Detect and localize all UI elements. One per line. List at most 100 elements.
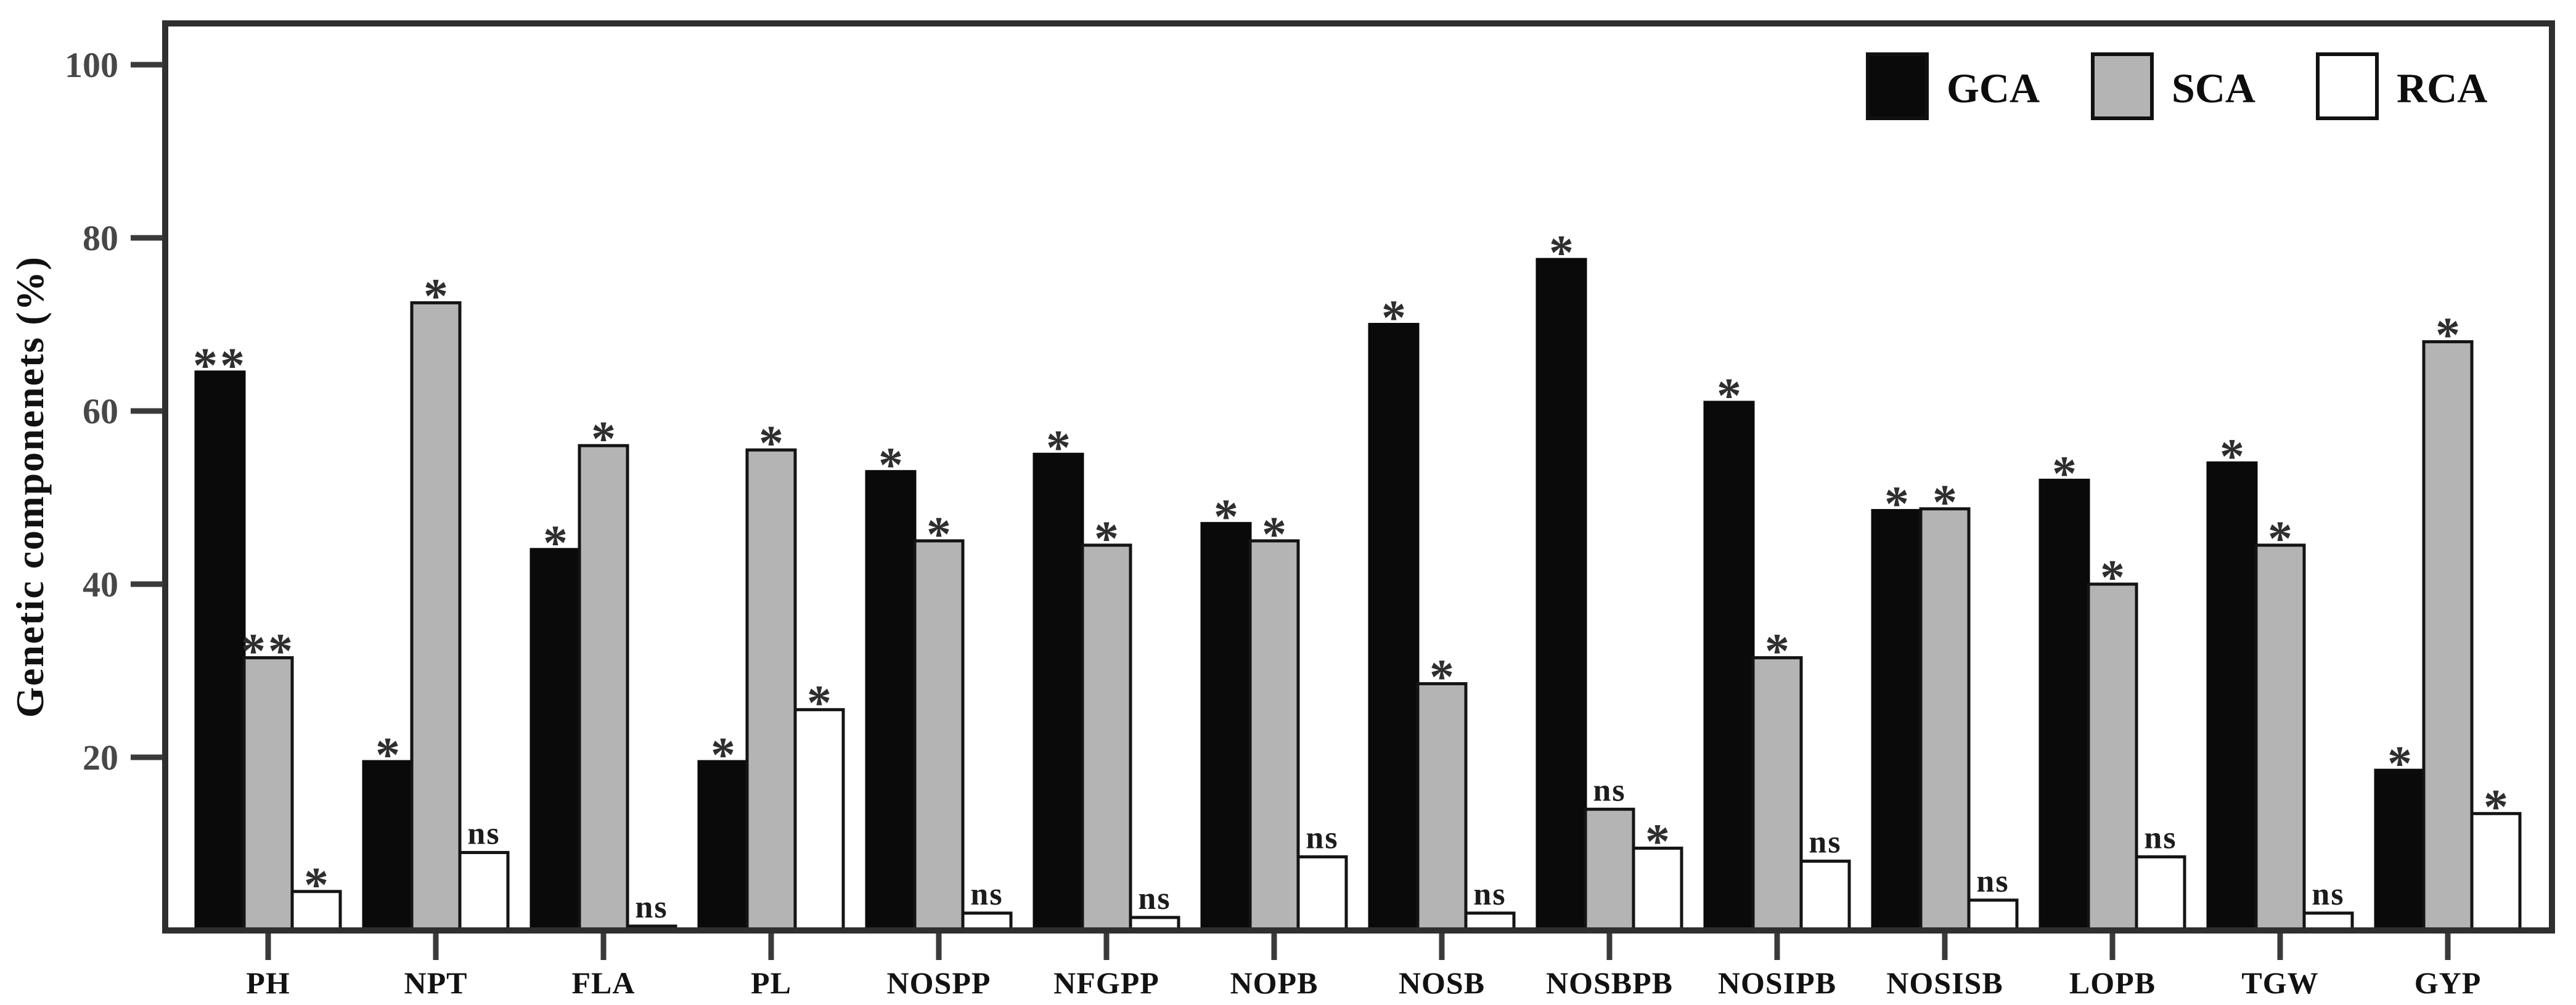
sig-marker-nfgpp-sca: * <box>1094 512 1119 566</box>
sig-marker-nosisb-gca: * <box>1884 478 1909 532</box>
bar-tgw-gca <box>2206 461 2258 932</box>
bar-pl-gca <box>697 760 749 932</box>
bar-lopb-rca <box>2135 855 2186 932</box>
x-axis-label-nosipb: NOSIPB <box>1718 966 1836 1000</box>
sig-marker-gyp-sca: * <box>2435 309 2460 363</box>
bar-nosb-sca <box>1416 682 1468 932</box>
bar-nosipb-gca <box>1703 401 1755 932</box>
bar-nosbpb-sca <box>1584 807 1635 932</box>
bar-nfgpp-gca <box>1032 452 1084 932</box>
sig-marker-nospp-rca: ns <box>970 877 1003 912</box>
sig-marker-npt-rca: ns <box>467 816 500 852</box>
legend-label-rca: RCA <box>2397 65 2487 112</box>
bar-ph-gca <box>194 370 246 932</box>
y-tick-label: 40 <box>83 564 118 604</box>
bars-layer: *******ns**ns*****ns**ns* *ns**ns*ns***ns… <box>193 226 2522 932</box>
bar-ph-sca <box>242 656 294 932</box>
y-axis-title: Genetic componenets (%) <box>8 256 52 718</box>
axes-layer <box>131 20 2555 960</box>
sig-marker-nosipb-rca: ns <box>1809 825 1841 860</box>
sig-marker-gyp-rca: * <box>2484 780 2508 834</box>
bar-lopb-sca <box>2087 582 2138 932</box>
bar-npt-sca <box>410 301 462 932</box>
x-axis-label-nopb: NOPB <box>1230 966 1319 1000</box>
sig-marker-ph-gca: ** <box>193 339 247 393</box>
sig-marker-nosipb-sca: * <box>1765 624 1789 678</box>
sig-marker-nospp-sca: * <box>926 508 951 562</box>
sig-marker-tgw-rca: ns <box>2312 877 2344 912</box>
sig-marker-npt-sca: * <box>423 269 448 323</box>
x-axis-label-lopb: LOPB <box>2069 966 2156 1000</box>
bar-gyp-sca <box>2422 340 2474 932</box>
sig-marker-fla-gca: * <box>543 516 568 571</box>
sig-marker-nospp-gca: * <box>878 438 903 492</box>
bar-nospp-gca <box>865 470 917 932</box>
sig-marker-pl-gca: * <box>711 728 735 783</box>
legend-layer: GCA SCA RCA <box>1866 52 2487 120</box>
sig-marker-tgw-gca: * <box>2220 429 2244 484</box>
y-tick-label: 20 <box>83 738 118 778</box>
legend-label-sca: SCA <box>2172 65 2255 112</box>
sig-marker-nosisb-sca: * <box>1932 476 1957 530</box>
bar-nosbpb-gca <box>1535 258 1587 932</box>
bar-nopb-rca <box>1296 855 1348 932</box>
x-axis-label-tgw: TGW <box>2241 966 2318 1000</box>
legend-swatch-gca <box>1866 52 1929 120</box>
x-axis-label-gyp: GYP <box>2414 966 2482 1000</box>
sig-marker-nosisb-rca: ns <box>1976 864 2009 899</box>
bar-gyp-gca <box>2374 768 2426 932</box>
bar-pl-rca <box>793 708 845 932</box>
x-axis-label-ph: PH <box>246 966 290 1000</box>
sig-marker-nosb-sca: * <box>1429 651 1454 705</box>
bar-nosipb-rca <box>1799 860 1851 932</box>
y-tick-label: 60 <box>83 391 118 431</box>
sig-marker-nopb-rca: ns <box>1306 821 1338 856</box>
sig-marker-nosbpb-sca: ns <box>1593 773 1625 808</box>
sig-marker-nosipb-gca: * <box>1717 369 1741 423</box>
legend-swatch-sca <box>2091 52 2154 120</box>
bar-nosisb-gca <box>1871 509 1923 932</box>
sig-marker-fla-sca: * <box>591 412 616 466</box>
sig-marker-lopb-gca: * <box>2052 447 2077 501</box>
sig-marker-nfgpp-rca: ns <box>1138 881 1171 916</box>
legend-label-gca: GCA <box>1947 65 2040 112</box>
y-tick-label: 80 <box>83 218 118 258</box>
sig-marker-nopb-sca: * <box>1262 508 1286 562</box>
sig-marker-fla-rca: ns <box>635 890 668 925</box>
sig-marker-lopb-rca: ns <box>2144 821 2177 856</box>
bar-lopb-gca <box>2038 478 2090 932</box>
plot-frame <box>162 20 2555 934</box>
bar-npt-rca <box>458 851 510 932</box>
sig-marker-ph-rca: * <box>304 858 329 913</box>
sig-marker-lopb-sca: * <box>2100 551 2125 605</box>
bar-tgw-sca <box>2254 543 2306 932</box>
x-axis-label-nfgpp: NFGPP <box>1053 966 1159 1000</box>
bar-nospp-sca <box>913 539 965 932</box>
x-axis-label-fla: FLA <box>572 966 636 1000</box>
sig-marker-nfgpp-gca: * <box>1046 421 1071 475</box>
bar-nopb-sca <box>1248 539 1300 932</box>
sig-marker-nosbpb-gca: * <box>1549 226 1574 280</box>
bar-nosisb-rca <box>1967 898 2019 932</box>
bar-nopb-gca <box>1200 522 1252 932</box>
bar-nosipb-sca <box>1751 656 1803 932</box>
y-tick-label: 100 <box>65 45 118 85</box>
sig-marker-tgw-sca: * <box>2268 512 2292 566</box>
sig-marker-ph-sca: ** <box>241 624 295 678</box>
x-axis-label-pl: PL <box>751 966 791 1000</box>
sig-marker-pl-rca: * <box>807 677 832 731</box>
bar-fla-gca <box>530 548 581 932</box>
sig-marker-nosb-gca: * <box>1381 291 1406 346</box>
x-axis-label-nospp: NOSPP <box>887 966 991 1000</box>
sig-marker-gyp-gca: * <box>2387 737 2412 791</box>
x-axis-label-nosisb: NOSISB <box>1886 966 2003 1000</box>
sig-marker-npt-gca: * <box>375 728 400 783</box>
bar-fla-sca <box>578 444 629 932</box>
bar-nfgpp-sca <box>1081 543 1132 932</box>
x-axis-label-nosbpb: NOSBPB <box>1546 966 1673 1000</box>
x-axis-label-nosb: NOSB <box>1399 966 1485 1000</box>
sig-marker-pl-sca: * <box>759 417 783 471</box>
bar-nosisb-sca <box>1919 507 1971 932</box>
sig-marker-nosbpb-rca: * <box>1645 815 1670 869</box>
